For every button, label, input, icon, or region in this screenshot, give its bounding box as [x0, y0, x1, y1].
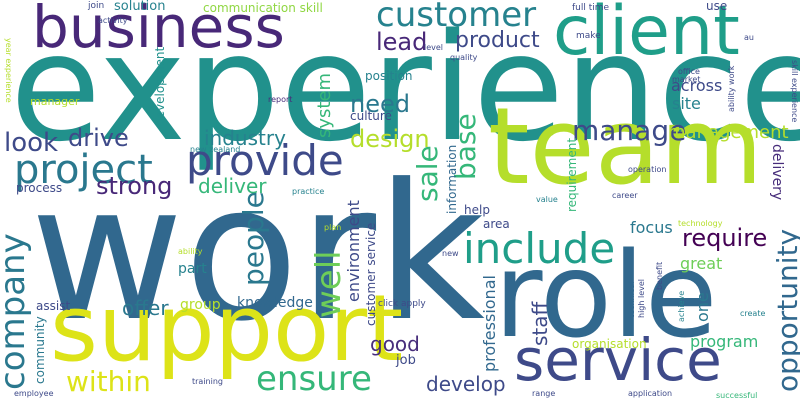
word-system: system: [314, 72, 335, 138]
word-manage: manage: [572, 114, 687, 147]
word-business: business: [32, 0, 285, 61]
word-application: application: [628, 389, 673, 398]
word-community: community: [33, 316, 47, 384]
word-new-zealand: new zealand: [190, 145, 241, 154]
word-au: au: [744, 33, 754, 42]
word-focus: focus: [630, 218, 673, 237]
word-job: job: [396, 353, 416, 368]
word-well: well: [309, 250, 349, 318]
word-use: use: [706, 0, 728, 13]
word-sale: sale: [411, 145, 444, 202]
word-look: look: [4, 128, 59, 158]
word-information: information: [445, 144, 459, 214]
word-environment: environment: [344, 200, 363, 302]
word-report: report: [268, 95, 293, 104]
word-development: development: [153, 46, 167, 126]
word-deliver: deliver: [198, 174, 267, 198]
word-assist: assist: [36, 299, 71, 313]
word-great: great: [680, 254, 723, 273]
word-create: create: [740, 309, 766, 318]
word-staff: staff: [528, 301, 552, 346]
word-one: one: [693, 292, 712, 322]
word-project: project: [14, 147, 153, 193]
word-range: range: [532, 389, 556, 398]
word-market: market: [672, 75, 701, 84]
word-lead: lead: [376, 28, 428, 56]
word-develop: develop: [426, 372, 506, 396]
word-offer: offer: [122, 296, 169, 320]
word-training: training: [192, 377, 223, 386]
word-requirement: requirement: [565, 137, 579, 212]
word-quality: quality: [450, 53, 478, 62]
word-company: company: [0, 233, 33, 390]
word-position: position: [365, 69, 413, 83]
word-need: need: [350, 90, 410, 118]
word-click-apply: click apply: [378, 299, 426, 309]
word-support: support: [50, 275, 404, 382]
word-achieve: achieve: [677, 290, 686, 322]
word-people: people: [237, 191, 270, 286]
word-knowledge: knowledge: [237, 295, 313, 311]
word-customer: customer: [376, 0, 537, 35]
word-solution: solution: [114, 0, 166, 14]
word-ability: ability: [178, 247, 203, 256]
word-help: help: [464, 203, 490, 217]
word-make: make: [576, 31, 601, 41]
word-management: management: [668, 122, 789, 143]
word-service: service: [514, 326, 722, 394]
word-good: good: [370, 332, 420, 356]
word-area: area: [483, 217, 510, 231]
word-successful: successful: [716, 391, 758, 400]
word-across: across: [671, 76, 723, 95]
word-culture: culture: [350, 109, 392, 123]
word-ability-work: ability work: [727, 65, 736, 112]
word-include: include: [463, 224, 616, 273]
word-practice: practice: [292, 187, 325, 196]
word-career: career: [612, 191, 638, 200]
word-delivery: delivery: [769, 144, 785, 201]
word-require: require: [682, 224, 768, 252]
word-industry: industry: [204, 126, 286, 150]
word-client: client: [553, 0, 740, 71]
word-professional: professional: [480, 275, 499, 372]
word-full-time: full time: [572, 3, 610, 13]
word-part: part: [178, 261, 207, 277]
word-level: level: [424, 43, 444, 52]
word-program: program: [690, 332, 759, 351]
word-operation: operation: [628, 165, 667, 174]
word-group: group: [180, 297, 221, 313]
word-ensure: ensure: [256, 359, 372, 399]
word-work: work: [30, 144, 485, 363]
word-organisation: organisation: [572, 337, 647, 351]
word-opportunity: opportunity: [771, 228, 800, 392]
word-design: design: [350, 125, 430, 153]
word-provide: provide: [186, 136, 344, 185]
word-activity: activity: [98, 16, 128, 25]
word-office: office: [678, 67, 700, 76]
word-team: team: [488, 85, 763, 208]
word-product: product: [455, 28, 540, 53]
word-drive: drive: [68, 124, 129, 152]
word-customer-service: customer service: [364, 222, 378, 326]
word-new: new: [442, 249, 459, 258]
word-technology: technology: [678, 219, 723, 228]
word-employee: employee: [14, 389, 54, 398]
word-manager: manager: [30, 95, 80, 108]
word-communication-skill: communication skill: [203, 1, 323, 15]
word-process: process: [16, 181, 63, 195]
word-high-level: high level: [637, 278, 646, 318]
word-plan: plan: [324, 223, 342, 232]
word-value: value: [536, 195, 558, 204]
word-benefit: benefit: [655, 261, 664, 290]
word-strong: strong: [96, 172, 173, 200]
word-skill-experience: skill experience: [790, 60, 799, 123]
word-within: within: [66, 365, 151, 398]
word-technical: technical: [627, 281, 636, 318]
word-site: site: [672, 94, 701, 113]
word-join: join: [88, 1, 105, 11]
word-year-experience: year experience: [4, 38, 13, 103]
word-role: role: [494, 226, 718, 364]
word-experience: experience: [10, 2, 800, 174]
